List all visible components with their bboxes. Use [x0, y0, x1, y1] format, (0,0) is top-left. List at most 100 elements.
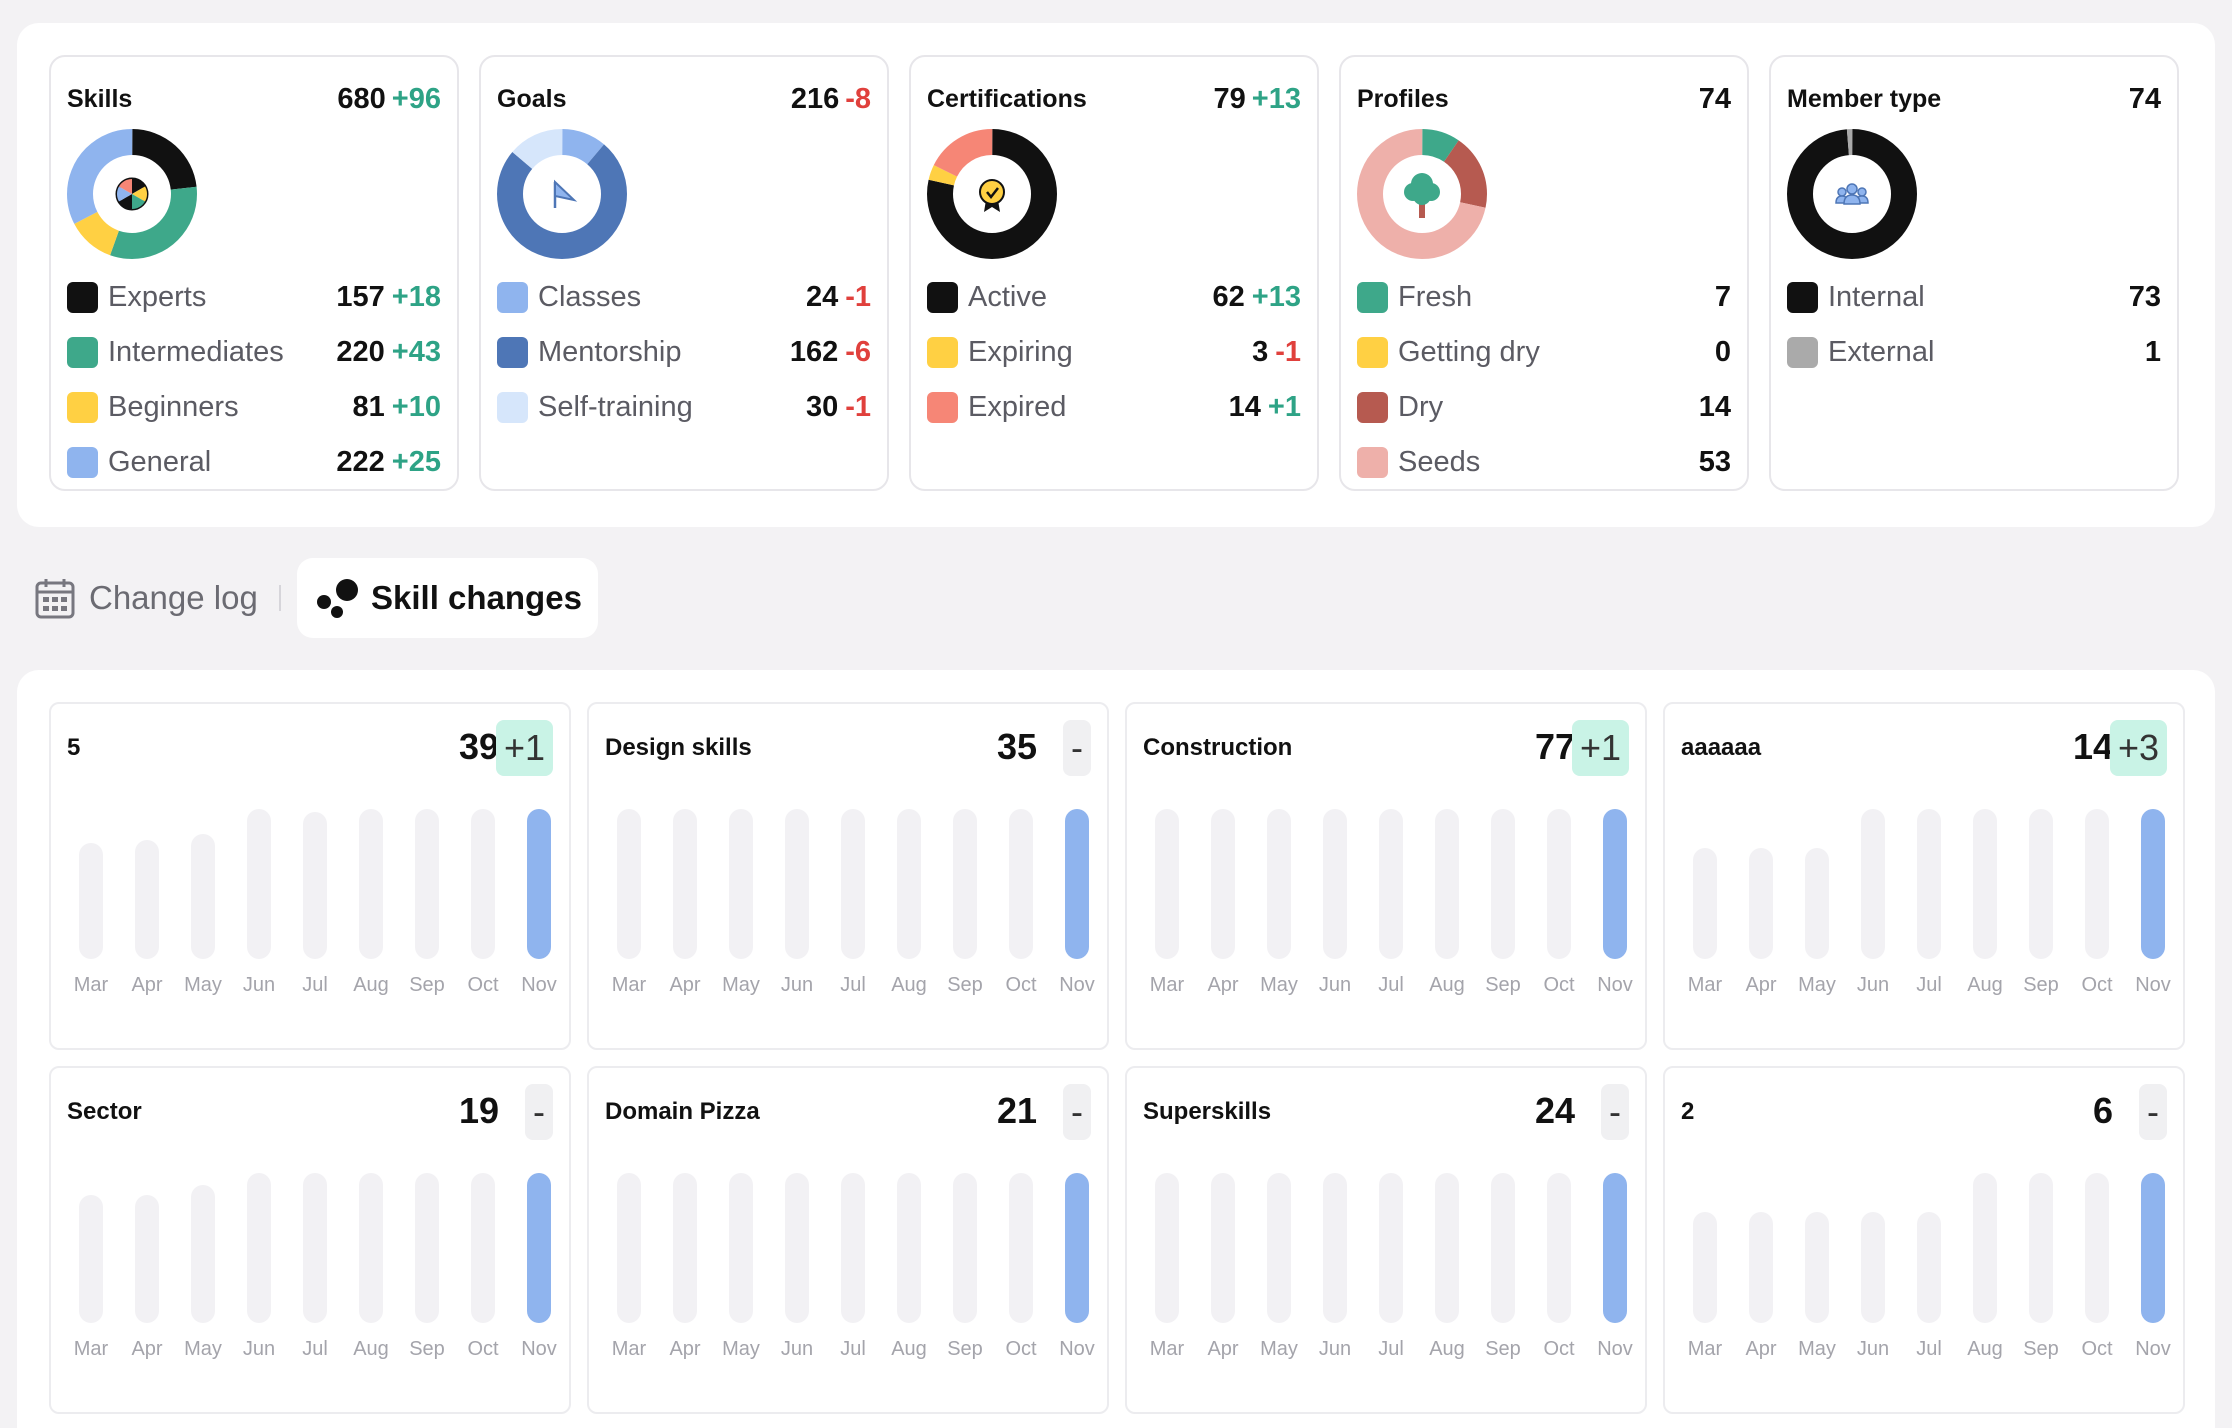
- month-bar[interactable]: [1491, 1173, 1515, 1323]
- skill-change-card[interactable]: Sector 19- Mar Apr May Jun Jul Aug Sep Oct Nov: [49, 1066, 571, 1414]
- month-bar[interactable]: [1973, 809, 1997, 959]
- month-bar[interactable]: [1323, 1173, 1347, 1323]
- legend-item[interactable]: Classes 24 -1: [497, 270, 871, 325]
- month-bar[interactable]: [191, 1185, 215, 1323]
- legend-item[interactable]: Intermediates 220 +43: [67, 325, 441, 380]
- month-bar[interactable]: [1267, 1173, 1291, 1323]
- legend-item[interactable]: Mentorship 162 -6: [497, 325, 871, 380]
- legend-item[interactable]: Internal 73: [1787, 270, 2161, 325]
- legend-item[interactable]: Active 62 +13: [927, 270, 1301, 325]
- month-bar[interactable]: [953, 809, 977, 959]
- month-bar[interactable]: [1211, 809, 1235, 959]
- skill-change-card[interactable]: 2 6- Mar Apr May Jun Jul Aug Sep Oct Nov: [1663, 1066, 2185, 1414]
- skill-change-card[interactable]: 5 39 +1 Mar Apr May Jun Jul Aug Sep Oct Nov: [49, 702, 571, 1050]
- month-bar[interactable]: [1155, 1173, 1179, 1323]
- month-bar[interactable]: [1491, 809, 1515, 959]
- stat-card-profiles[interactable]: Profiles 74 Fresh 7 Getting dry 0 Dry 14 Seeds 53: [1339, 55, 1749, 491]
- stat-card-member-type[interactable]: Member type 74 Internal 73 External 1: [1769, 55, 2179, 491]
- month-bar[interactable]: [1435, 1173, 1459, 1323]
- month-bar[interactable]: [2141, 1173, 2165, 1323]
- month-bar[interactable]: [1603, 1173, 1627, 1323]
- stat-card-skills[interactable]: Skills 680 +96 Experts 157 +18 Intermediates 22…: [49, 55, 459, 491]
- month-bar[interactable]: [247, 809, 271, 959]
- legend-item[interactable]: External 1: [1787, 325, 2161, 380]
- legend-item[interactable]: Getting dry 0: [1357, 325, 1731, 380]
- legend-item[interactable]: Expired 14 +1: [927, 380, 1301, 435]
- skill-change-card[interactable]: aaaaaa 14 +3 Mar Apr May Jun Jul Aug Sep Oct Nov: [1663, 702, 2185, 1050]
- month-bar[interactable]: [1547, 809, 1571, 959]
- month-bar[interactable]: [303, 812, 327, 959]
- month-bar[interactable]: [785, 809, 809, 959]
- month-bar[interactable]: [953, 1173, 977, 1323]
- month-bar[interactable]: [841, 1173, 865, 1323]
- month-bar[interactable]: [1749, 1212, 1773, 1323]
- month-bar[interactable]: [1379, 809, 1403, 959]
- month-bar[interactable]: [1805, 1212, 1829, 1323]
- month-bar[interactable]: [729, 809, 753, 959]
- month-bar[interactable]: [1323, 809, 1347, 959]
- month-bar[interactable]: [729, 1173, 753, 1323]
- month-bar[interactable]: [2029, 1173, 2053, 1323]
- month-bar[interactable]: [1917, 809, 1941, 959]
- month-bar[interactable]: [673, 809, 697, 959]
- skill-change-card[interactable]: Construction 77 +1 Mar Apr May Jun Jul Aug Sep Oct…: [1125, 702, 1647, 1050]
- month-bar[interactable]: [1065, 1173, 1089, 1323]
- month-bar[interactable]: [527, 809, 551, 959]
- month-bar[interactable]: [617, 1173, 641, 1323]
- month-bar[interactable]: [191, 834, 215, 959]
- month-bar[interactable]: [471, 809, 495, 959]
- month-bar[interactable]: [1917, 1212, 1941, 1323]
- legend-item[interactable]: General 222 +25: [67, 435, 441, 490]
- month-bar[interactable]: [2085, 809, 2109, 959]
- month-bar[interactable]: [673, 1173, 697, 1323]
- legend-item[interactable]: Self-training 30 -1: [497, 380, 871, 435]
- month-bar[interactable]: [1693, 848, 1717, 959]
- legend-item[interactable]: Beginners 81 +10: [67, 380, 441, 435]
- month-bar[interactable]: [785, 1173, 809, 1323]
- month-bar[interactable]: [471, 1173, 495, 1323]
- month-bar[interactable]: [1749, 848, 1773, 959]
- month-bar[interactable]: [617, 809, 641, 959]
- month-bar[interactable]: [1009, 1173, 1033, 1323]
- month-bar[interactable]: [1267, 809, 1291, 959]
- month-bar[interactable]: [415, 809, 439, 959]
- month-bar[interactable]: [1155, 809, 1179, 959]
- month-bar[interactable]: [303, 1173, 327, 1323]
- skill-change-card[interactable]: Superskills 24- Mar Apr May Jun Jul Aug Sep Oct No…: [1125, 1066, 1647, 1414]
- month-bar[interactable]: [841, 809, 865, 959]
- month-bar[interactable]: [1805, 848, 1829, 959]
- month-bar[interactable]: [135, 1195, 159, 1323]
- month-bar[interactable]: [1861, 1212, 1885, 1323]
- tab-change-log[interactable]: Change log: [35, 558, 258, 638]
- month-bar[interactable]: [1693, 1212, 1717, 1323]
- stat-card-goals[interactable]: Goals 216 -8 Classes 24 -1 Mentorship 162 -6 Self…: [479, 55, 889, 491]
- month-bar[interactable]: [1379, 1173, 1403, 1323]
- month-bar[interactable]: [135, 840, 159, 959]
- month-bar[interactable]: [1065, 809, 1089, 959]
- month-bar[interactable]: [897, 1173, 921, 1323]
- month-bar[interactable]: [415, 1173, 439, 1323]
- stat-card-certifications[interactable]: Certifications 79 +13 Active 62 +13 Expiring 3-…: [909, 55, 1319, 491]
- skill-change-card[interactable]: Domain Pizza 21- Mar Apr May Jun Jul Aug Sep Oct N…: [587, 1066, 1109, 1414]
- month-bar[interactable]: [1211, 1173, 1235, 1323]
- month-bar[interactable]: [1435, 809, 1459, 959]
- month-bar[interactable]: [1603, 809, 1627, 959]
- month-bar[interactable]: [247, 1173, 271, 1323]
- skill-change-card[interactable]: Design skills 35- Mar Apr May Jun Jul Aug Sep Oct…: [587, 702, 1109, 1050]
- month-bar[interactable]: [1547, 1173, 1571, 1323]
- month-bar[interactable]: [79, 843, 103, 959]
- tab-skill-changes[interactable]: Skill changes: [297, 558, 598, 638]
- legend-item[interactable]: Dry 14: [1357, 380, 1731, 435]
- month-bar[interactable]: [527, 1173, 551, 1323]
- month-bar[interactable]: [359, 809, 383, 959]
- legend-item[interactable]: Fresh 7: [1357, 270, 1731, 325]
- month-bar[interactable]: [79, 1195, 103, 1323]
- month-bar[interactable]: [2085, 1173, 2109, 1323]
- month-bar[interactable]: [359, 1173, 383, 1323]
- legend-item[interactable]: Experts 157 +18: [67, 270, 441, 325]
- month-bar[interactable]: [1861, 809, 1885, 959]
- month-bar[interactable]: [2141, 809, 2165, 959]
- month-bar[interactable]: [1009, 809, 1033, 959]
- month-bar[interactable]: [2029, 809, 2053, 959]
- legend-item[interactable]: Seeds 53: [1357, 435, 1731, 490]
